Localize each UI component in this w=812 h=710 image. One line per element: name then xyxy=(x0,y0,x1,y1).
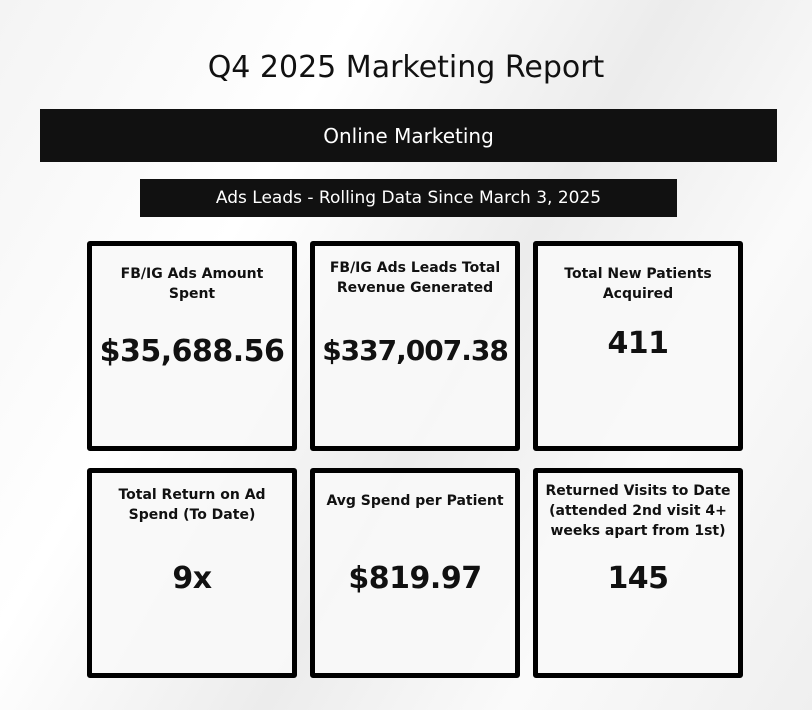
metric-card: FB/IG Ads Leads Total Revenue Generated $… xyxy=(310,241,520,451)
section-banner: Online Marketing xyxy=(40,109,777,162)
section-subtitle: Ads Leads - Rolling Data Since March 3, … xyxy=(140,179,677,217)
metric-value: 9x xyxy=(172,561,212,596)
metric-value: $819.97 xyxy=(348,561,482,596)
metric-label: FB/IG Ads Amount Spent xyxy=(120,266,264,302)
metric-card: Avg Spend per Patient $819.97 xyxy=(310,468,520,678)
metric-value: $337,007.38 xyxy=(322,334,509,367)
metric-label: Returned Visits to Date (attended 2nd vi… xyxy=(545,483,731,539)
metric-card: FB/IG Ads Amount Spent $35,688.56 xyxy=(87,241,297,451)
metric-value: $35,688.56 xyxy=(99,334,285,369)
metric-value: 411 xyxy=(607,326,669,361)
metric-card: Returned Visits to Date (attended 2nd vi… xyxy=(533,468,743,678)
report-title: Q4 2025 Marketing Report xyxy=(207,50,605,85)
metric-label: FB/IG Ads Leads Total Revenue Generated xyxy=(329,260,501,296)
metric-card: Total New Patients Acquired 411 xyxy=(533,241,743,451)
metric-label: Avg Spend per Patient xyxy=(326,493,504,509)
metric-value: 145 xyxy=(607,561,669,596)
metric-label: Total Return on Ad Spend (To Date) xyxy=(118,487,266,523)
metric-card: Total Return on Ad Spend (To Date) 9x xyxy=(87,468,297,678)
metric-label: Total New Patients Acquired xyxy=(564,266,712,302)
